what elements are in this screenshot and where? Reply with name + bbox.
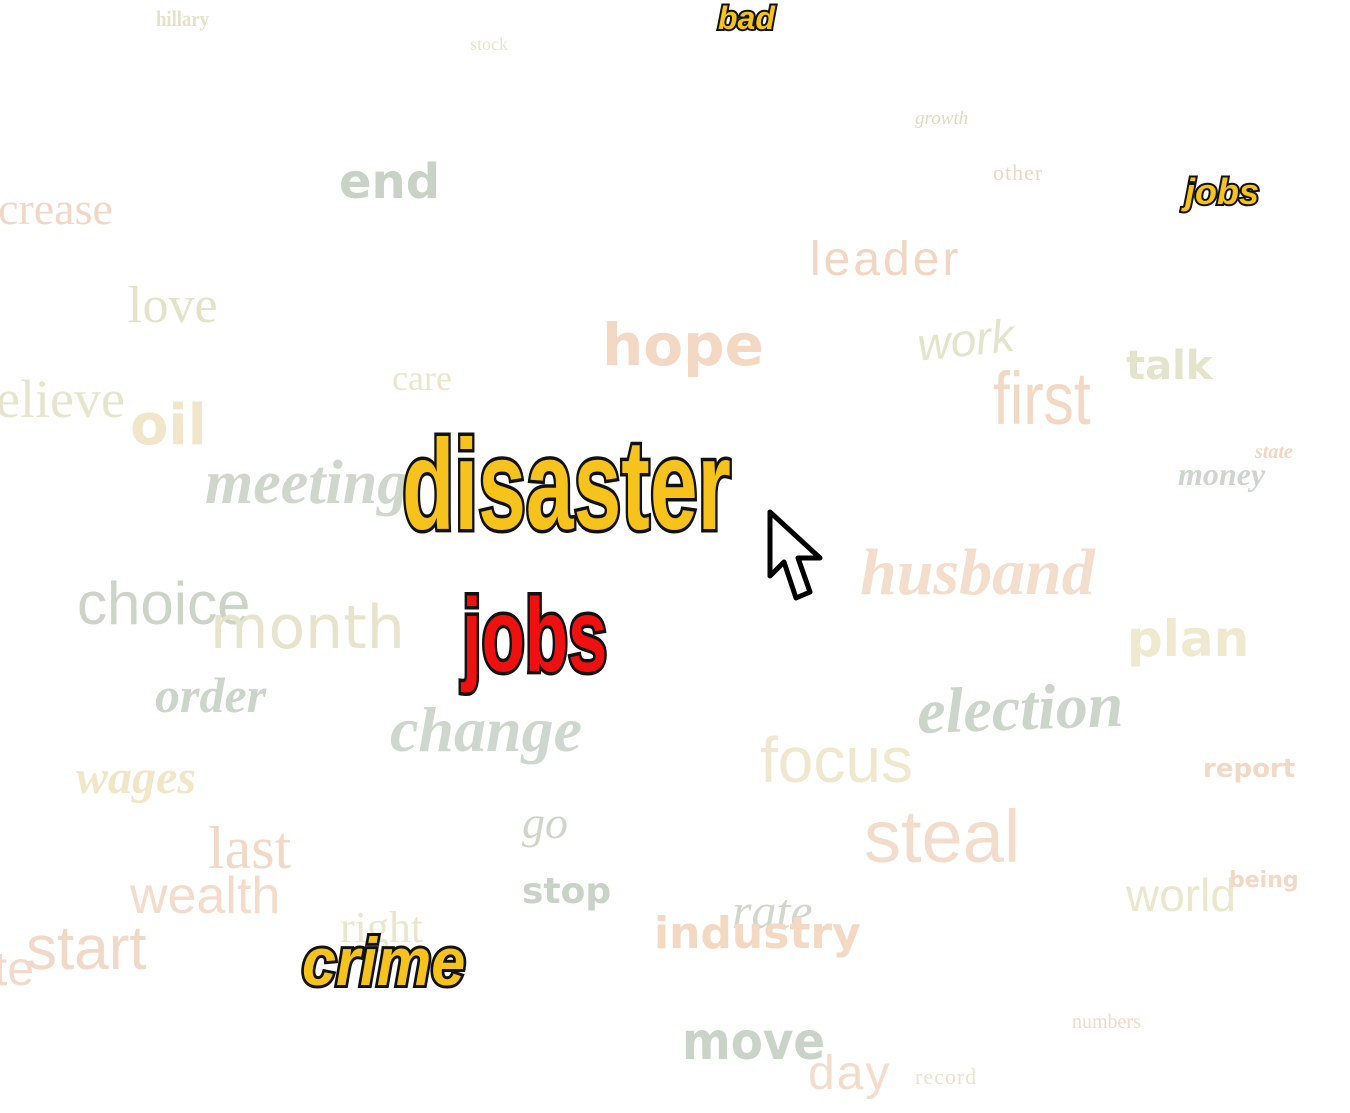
arrow-cursor-icon [767,509,823,601]
word-disaster-highlight: disaster [400,414,734,557]
word-move: move [682,1012,826,1072]
word-end: end [339,154,441,210]
word-wealth: wealth [130,867,281,925]
word-talk: talk [1126,343,1213,389]
word-hope: hope [602,311,764,379]
word-leader: leader [810,233,962,286]
word-jobs-main-highlight: jobs [460,578,610,694]
word-last: last [208,815,292,881]
word-husband: husband [860,536,1095,609]
word-believe: elieve [0,369,125,429]
word-world: world [1126,869,1236,921]
word-go: go [522,797,568,848]
word-increase: crease [0,183,113,234]
word-right: right [340,903,424,952]
word-change: change [390,694,582,765]
word-crime-highlight: crime [299,924,468,1000]
word-care: care [392,358,452,398]
word-rate: rate [732,883,813,939]
word-order: order [155,667,267,723]
word-being: being [1229,868,1299,893]
word-oil: oil [130,393,207,458]
word-state: state [1255,441,1293,463]
word-stock: stock [470,34,508,54]
word-day: day [808,1047,892,1100]
word-hillary: hillary [156,6,209,31]
word-record: record [915,1064,978,1089]
word-other: other [993,160,1044,185]
word-te: te [0,943,35,996]
word-wages: wages [76,751,196,804]
word-report: report [1203,754,1296,784]
word-love: love [128,277,218,334]
word-growth: growth [915,108,969,129]
word-industry: industry [654,908,861,959]
word-choice: choice [77,570,251,637]
word-numbers: numbers [1072,1011,1141,1033]
word-bad-highlight: bad [716,0,777,36]
word-focus: focus [760,724,913,796]
word-stop: stop [522,871,612,912]
word-first: first [993,357,1091,440]
word-month: month [210,593,405,663]
word-steal: steal [864,795,1021,878]
word-start: start [26,914,147,983]
word-money: money [1178,456,1266,492]
word-election: election [915,668,1125,747]
word-plan: plan [1127,610,1250,668]
word-jobs-corner-highlight: jobs [1183,171,1261,212]
word-meeting: meeting [205,449,409,517]
